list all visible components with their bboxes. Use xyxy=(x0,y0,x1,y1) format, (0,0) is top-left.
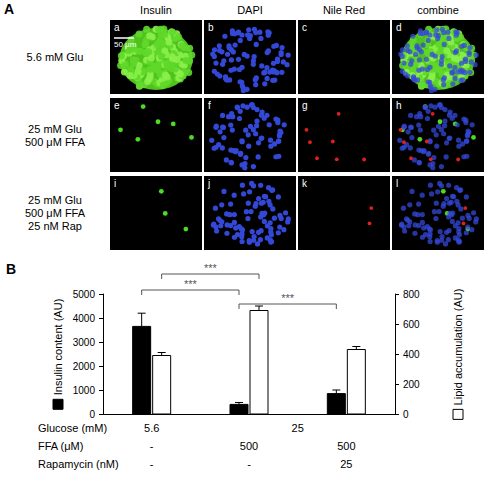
svg-text:DAPI: DAPI xyxy=(237,4,263,16)
svg-text:5.6: 5.6 xyxy=(144,422,159,434)
svg-text:l: l xyxy=(396,178,398,189)
svg-text:b: b xyxy=(208,22,214,33)
svg-text:Lipid accumulation (AU): Lipid accumulation (AU) xyxy=(452,289,464,406)
svg-text:***: *** xyxy=(281,292,295,304)
svg-text:500: 500 xyxy=(337,440,355,452)
svg-text:a: a xyxy=(114,22,120,33)
svg-text:50 μm: 50 μm xyxy=(114,40,137,49)
svg-text:Nile Red: Nile Red xyxy=(323,4,365,16)
svg-text:500: 500 xyxy=(240,440,258,452)
svg-text:400: 400 xyxy=(403,349,420,360)
svg-text:2000: 2000 xyxy=(73,361,96,372)
svg-text:c: c xyxy=(302,22,307,33)
svg-text:25 nM Rap: 25 nM Rap xyxy=(28,220,82,232)
svg-text:3000: 3000 xyxy=(73,337,96,348)
svg-text:0: 0 xyxy=(89,409,95,420)
svg-text:***: *** xyxy=(184,278,198,290)
svg-text:1000: 1000 xyxy=(73,385,96,396)
svg-text:5.6 mM Glu: 5.6 mM Glu xyxy=(27,51,84,63)
svg-text:Insulin: Insulin xyxy=(140,4,172,16)
svg-text:h: h xyxy=(396,100,402,111)
svg-text:B: B xyxy=(6,261,16,277)
svg-text:A: A xyxy=(4,1,14,17)
svg-text:***: *** xyxy=(204,262,218,274)
svg-text:25 mM Glu: 25 mM Glu xyxy=(28,194,82,206)
svg-text:5000: 5000 xyxy=(73,289,96,300)
svg-text:i: i xyxy=(114,178,116,189)
svg-text:FFA (μM): FFA (μM) xyxy=(38,440,83,452)
svg-text:j: j xyxy=(207,178,210,189)
svg-text:0: 0 xyxy=(403,409,409,420)
svg-text:d: d xyxy=(396,22,402,33)
svg-text:g: g xyxy=(302,100,308,111)
svg-text:4000: 4000 xyxy=(73,313,96,324)
svg-text:f: f xyxy=(208,100,211,111)
svg-text:25 mM Glu: 25 mM Glu xyxy=(28,123,82,135)
svg-text:-: - xyxy=(150,458,154,470)
svg-text:-: - xyxy=(247,458,251,470)
svg-text:k: k xyxy=(302,178,308,189)
svg-text:Glucose (mM): Glucose (mM) xyxy=(38,422,107,434)
svg-text:-: - xyxy=(150,440,154,452)
svg-text:25: 25 xyxy=(292,422,304,434)
svg-text:500 μM FFA: 500 μM FFA xyxy=(25,207,86,219)
svg-text:500 μM FFA: 500 μM FFA xyxy=(25,136,86,148)
svg-text:25: 25 xyxy=(340,458,352,470)
svg-text:Rapamycin (nM): Rapamycin (nM) xyxy=(38,458,119,470)
svg-text:Insulin content (AU): Insulin content (AU) xyxy=(52,299,64,396)
svg-text:e: e xyxy=(114,100,120,111)
svg-text:600: 600 xyxy=(403,319,420,330)
svg-text:800: 800 xyxy=(403,289,420,300)
svg-text:combine: combine xyxy=(417,4,459,16)
svg-text:200: 200 xyxy=(403,379,420,390)
